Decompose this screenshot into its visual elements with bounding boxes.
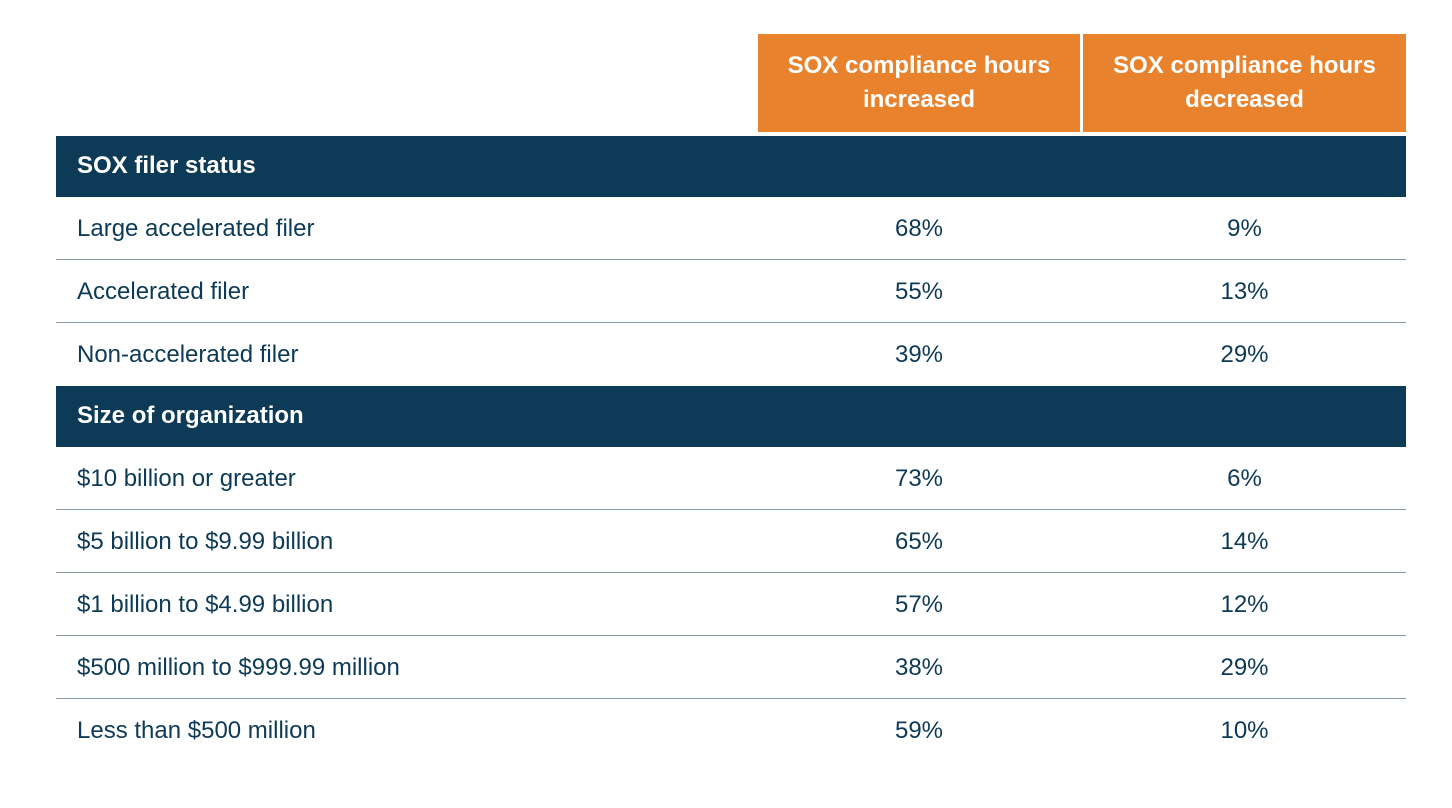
value-decreased: 29% <box>1220 341 1269 368</box>
table-row: $500 million to $999.99 million 38% 29% <box>56 636 1406 699</box>
value-increased: 55% <box>894 278 944 305</box>
value-increased: 38% <box>894 654 944 681</box>
column-header-row: SOX compliance hours increased SOX compl… <box>56 34 1406 132</box>
value-increased: 68% <box>894 215 944 242</box>
row-label: $1 billion to $4.99 billion <box>77 591 334 618</box>
table-row: Large accelerated filer 68% 9% <box>56 197 1406 260</box>
section-header-organization-size: Size of organization <box>56 386 1406 447</box>
value-decreased: 14% <box>1220 528 1269 555</box>
row-label: Non-accelerated filer <box>77 341 299 368</box>
value-decreased: 6% <box>1227 465 1262 492</box>
value-decreased: 12% <box>1220 591 1269 618</box>
value-increased: 73% <box>894 465 944 492</box>
value-increased: 65% <box>894 528 944 555</box>
column-header-increased: SOX compliance hours increased <box>758 34 1080 132</box>
row-label: $10 billion or greater <box>77 465 296 492</box>
table-row: $10 billion or greater 73% 6% <box>56 447 1406 510</box>
section-header-filer-status: SOX filer status <box>56 136 1406 197</box>
table-row: $5 billion to $9.99 billion 65% 14% <box>56 510 1406 573</box>
sox-hours-table: SOX compliance hours increased SOX compl… <box>56 34 1406 744</box>
value-increased: 57% <box>894 591 944 618</box>
value-decreased: 10% <box>1220 717 1269 744</box>
row-label: $5 billion to $9.99 billion <box>77 528 334 555</box>
value-increased: 39% <box>894 341 944 368</box>
row-label: Accelerated filer <box>77 278 250 305</box>
table-row: Less than $500 million 59% 10% <box>56 699 1406 762</box>
value-decreased: 29% <box>1220 654 1269 681</box>
row-label: Less than $500 million <box>77 717 316 744</box>
table-row: $1 billion to $4.99 billion 57% 12% <box>56 573 1406 636</box>
row-label: $500 million to $999.99 million <box>77 654 400 681</box>
table-row: Non-accelerated filer 39% 29% <box>56 323 1406 386</box>
value-decreased: 13% <box>1220 278 1269 305</box>
column-header-decreased: SOX compliance hours decreased <box>1083 34 1406 132</box>
row-label: Large accelerated filer <box>77 215 315 242</box>
value-decreased: 9% <box>1227 215 1262 242</box>
table-body: SOX filer status Large accelerated filer… <box>56 136 1406 762</box>
table-row: Accelerated filer 55% 13% <box>56 260 1406 323</box>
value-increased: 59% <box>894 717 944 744</box>
